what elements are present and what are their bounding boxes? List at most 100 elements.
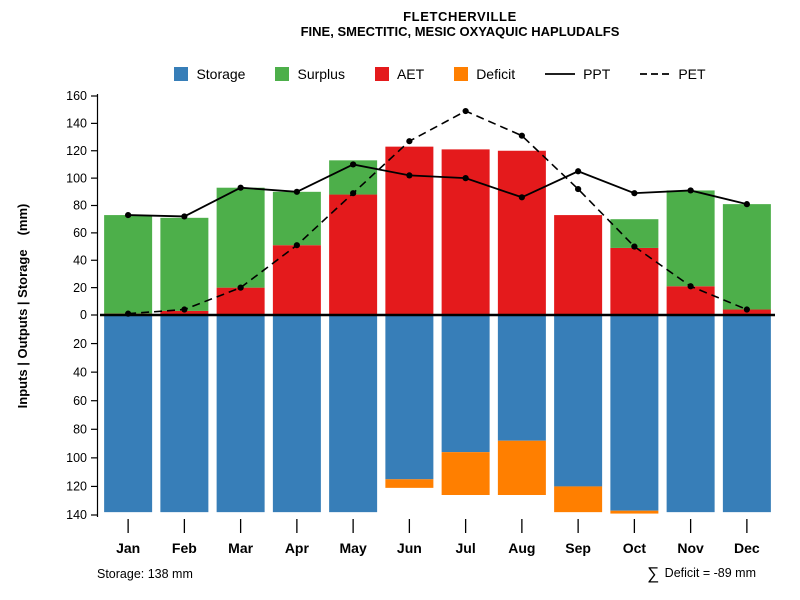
legend-label-aet: AET	[396, 66, 425, 82]
y-tick-label: 20	[73, 337, 87, 351]
page-subtitle: FINE, SMECTITIC, MESIC OXYAQUIC HAPLUDAL…	[300, 24, 620, 39]
month-label-apr: Apr	[285, 540, 310, 556]
bar-surplus-apr	[272, 191, 321, 246]
month-label-may: May	[340, 540, 367, 556]
y-tick-label: 80	[73, 199, 87, 213]
pet-point-may	[350, 190, 357, 197]
x-axis: Jan Feb Mar Apr May Jun Jul Aug Sep Oct Nov Dec	[116, 519, 760, 556]
month-label-jun: Jun	[397, 540, 422, 556]
pet-point-feb	[181, 306, 188, 313]
ppt-point-nov	[687, 187, 694, 194]
bar-surplus-oct	[610, 219, 659, 248]
ppt-line-group	[125, 161, 750, 220]
y-tick-label: 100	[66, 451, 87, 465]
y-tick-label: 160	[66, 89, 87, 103]
legend-label-deficit: Deficit	[476, 66, 516, 82]
pet-point-mar	[237, 284, 244, 291]
ppt-point-jul	[462, 175, 469, 182]
bar-deficit-aug	[497, 440, 546, 495]
ppt-point-dec	[743, 201, 750, 208]
chart-legend: Storage Surplus AET Deficit PPT PET	[100, 66, 780, 82]
page-title: FLETCHERVILLE	[403, 9, 517, 24]
y-tick-label: 80	[73, 422, 87, 436]
y-axis-title-unit: (mm)	[15, 204, 30, 236]
y-axis-title-text: Inputs | Outputs | Storage	[15, 249, 30, 408]
pet-line-swatch-icon	[640, 73, 671, 75]
bar-deficit-oct	[610, 510, 659, 514]
bar-storage-aug	[497, 315, 546, 441]
bar-storage-nov	[666, 315, 715, 513]
bar-storage-dec	[722, 315, 771, 513]
month-label-feb: Feb	[172, 540, 197, 556]
bar-deficit-sep	[554, 486, 603, 513]
legend-label-ppt: PPT	[583, 66, 611, 82]
month-label-jul: Jul	[456, 540, 476, 556]
bar-aet-feb	[160, 310, 209, 315]
bar-aet-may	[329, 194, 378, 315]
y-tick-label: 100	[66, 171, 87, 185]
month-label-nov: Nov	[677, 540, 704, 556]
legend-label-pet: PET	[678, 66, 706, 82]
storage-total-label: Storage: 138 mm	[97, 567, 193, 581]
bar-storage-apr	[272, 315, 321, 513]
legend-item-aet: AET	[374, 66, 425, 82]
bar-surplus-dec	[722, 204, 771, 310]
legend-label-surplus: Surplus	[297, 66, 345, 82]
legend-item-ppt: PPT	[545, 66, 610, 82]
ppt-line-swatch-icon	[545, 73, 576, 75]
month-label-sep: Sep	[565, 540, 591, 556]
sigma-symbol: ∑	[647, 564, 660, 583]
chart-titles: FLETCHERVILLE FINE, SMECTITIC, MESIC OXY…	[120, 9, 800, 39]
ppt-point-may	[350, 161, 357, 168]
month-label-oct: Oct	[623, 540, 647, 556]
y-tick-label: 40	[73, 253, 87, 267]
bar-storage-sep	[554, 315, 603, 487]
y-tick-label: 0	[80, 308, 87, 322]
pet-point-aug	[518, 132, 525, 139]
pet-point-oct	[631, 243, 638, 250]
month-label-mar: Mar	[228, 540, 253, 556]
y-tick-label: 20	[73, 281, 87, 295]
legend-label-storage: Storage	[196, 66, 246, 82]
deficit-total-label: ∑ Deficit = -89 mm	[647, 564, 756, 584]
ppt-line	[128, 163, 748, 218]
storage-swatch-icon	[174, 67, 189, 81]
pet-point-jan	[125, 310, 132, 317]
y-tick-label: 120	[66, 480, 87, 494]
y-tick-label: 60	[73, 226, 87, 240]
month-label-aug: Aug	[508, 540, 535, 556]
bar-aet-nov	[666, 286, 715, 315]
bar-surplus-nov	[666, 190, 715, 287]
ppt-point-mar	[237, 184, 244, 191]
pet-line	[128, 110, 748, 315]
bar-surplus-jan	[104, 215, 153, 314]
deficit-swatch-icon	[454, 67, 469, 81]
bar-aet-sep	[554, 215, 603, 315]
bar-aet-aug	[497, 150, 546, 315]
ppt-point-feb	[181, 213, 188, 220]
bar-storage-mar	[216, 315, 265, 513]
ppt-point-aug	[518, 194, 525, 201]
bar-storage-jul	[441, 315, 490, 453]
ppt-point-jan	[125, 211, 132, 219]
bar-aet-oct	[610, 247, 659, 315]
bar-aet-apr	[272, 245, 321, 315]
bar-storage-feb	[160, 315, 209, 513]
y-tick-label: 140	[66, 117, 87, 131]
y-tick-label: 140	[66, 508, 87, 522]
pet-point-jun	[406, 138, 413, 145]
legend-item-storage: Storage	[174, 66, 245, 82]
y-tick-label: 40	[73, 365, 87, 379]
bar-deficit-jun	[385, 479, 434, 488]
legend-item-pet: PET	[640, 66, 706, 82]
pet-point-jul	[462, 107, 469, 115]
pet-line-group	[125, 107, 750, 317]
y-tick-label: 120	[66, 144, 87, 158]
bar-surplus-mar	[216, 187, 265, 288]
pet-point-sep	[575, 185, 582, 193]
month-label-dec: Dec	[734, 540, 760, 556]
deficit-total-text: Deficit = -89 mm	[661, 566, 756, 580]
y-tick-label: 60	[73, 394, 87, 408]
bar-aet-jul	[441, 149, 490, 315]
